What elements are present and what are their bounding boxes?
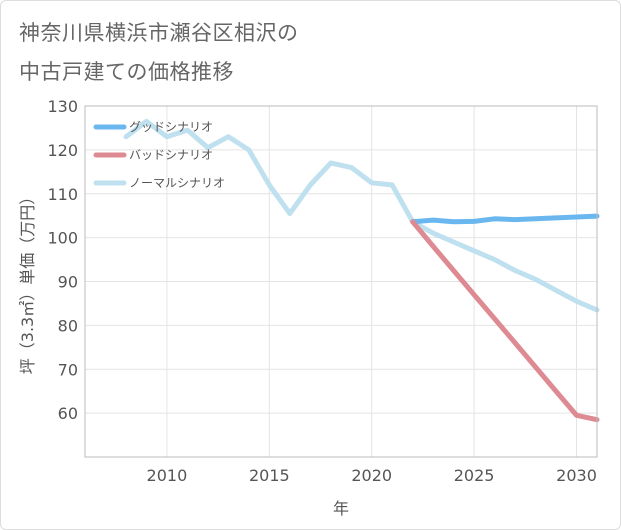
series-line-bad [410,219,600,423]
y-tick-label: 130 [47,97,78,116]
y-tick-label: 80 [58,316,78,335]
x-tick-label: 2025 [454,466,495,485]
y-tick-label: 120 [47,141,78,160]
y-tick-label: 70 [58,360,78,379]
chart-title-line-1: 神奈川県横浜市瀬谷区相沢の [19,21,299,45]
x-tick-label: 2030 [556,466,597,485]
x-tick-label: 2015 [249,466,290,485]
series-line-normal [123,118,600,313]
y-tick-label: 60 [58,404,78,423]
legend-item-normal-label: ノーマルシナリオ [129,176,225,190]
x-tick-label: 2010 [147,466,188,485]
series-line-good [410,213,600,225]
plot-area-frame [84,105,598,458]
axis-ticks: 60 70 80 90 100 110 120 130 2010 2015 2020 2025 2030 [47,97,596,485]
legend-item-bad-label: バッドシナリオ [129,148,213,162]
y-tick-label: 90 [58,273,78,292]
chart-title-line-2: 中古戸建ての価格推移 [19,60,234,84]
y-tick-label: 110 [47,185,78,204]
legend-item-good-label: グッドシナリオ [129,120,213,134]
y-tick-label: 100 [47,229,78,248]
y-axis-title: 坪（3.3㎡）単価（万円） [18,189,37,374]
x-axis-title: 年 [333,499,349,518]
series-lines [123,118,600,423]
x-tick-label: 2020 [351,466,392,485]
